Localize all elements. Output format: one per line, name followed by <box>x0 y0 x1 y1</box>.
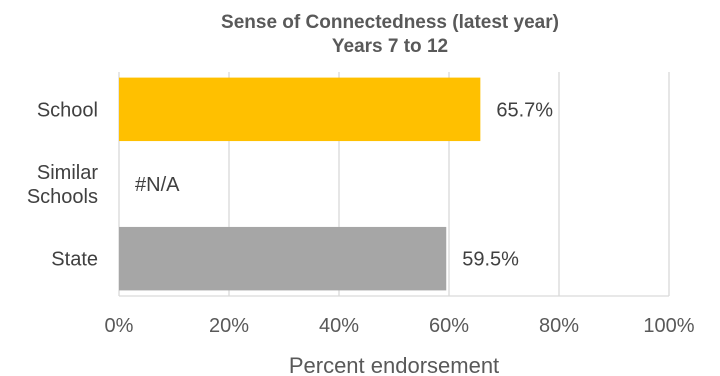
bar <box>119 226 447 291</box>
data-labels: 65.7% #N/A 59.5% <box>135 99 553 270</box>
data-label: #N/A <box>135 174 180 196</box>
bar <box>119 77 481 142</box>
category-label: State <box>51 249 98 271</box>
category-label: School <box>37 99 98 121</box>
x-tick-label: 100% <box>643 315 694 337</box>
data-label: 65.7% <box>496 99 553 121</box>
x-tick-label: 60% <box>429 315 469 337</box>
chart-subtitle: Years 7 to 12 <box>332 36 448 57</box>
category-label: Similar Schools <box>27 162 98 208</box>
data-label: 59.5% <box>462 249 519 271</box>
category-labels: School Similar Schools State <box>27 99 98 270</box>
x-tick-label: 0% <box>105 315 134 337</box>
x-axis-title: Percent endorsement <box>289 353 499 376</box>
x-tick-label: 80% <box>539 315 579 337</box>
x-tick-label: 40% <box>319 315 359 337</box>
chart-title: Sense of Connectedness (latest year) <box>221 12 559 33</box>
x-tick-label: 20% <box>209 315 249 337</box>
x-tick-labels: 0% 20% 40% 60% 80% 100% <box>105 315 695 337</box>
bars <box>119 77 481 291</box>
